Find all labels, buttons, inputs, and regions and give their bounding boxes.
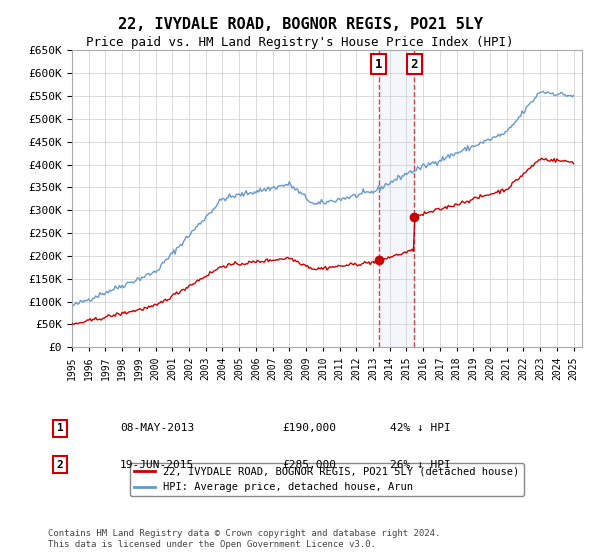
Text: 2: 2 <box>410 58 418 71</box>
Text: 26% ↓ HPI: 26% ↓ HPI <box>390 460 451 470</box>
Text: 1: 1 <box>375 58 383 71</box>
Text: 22, IVYDALE ROAD, BOGNOR REGIS, PO21 5LY: 22, IVYDALE ROAD, BOGNOR REGIS, PO21 5LY <box>118 17 482 32</box>
Text: 1: 1 <box>56 423 64 433</box>
Legend: 22, IVYDALE ROAD, BOGNOR REGIS, PO21 5LY (detached house), HPI: Average price, d: 22, IVYDALE ROAD, BOGNOR REGIS, PO21 5LY… <box>130 463 524 496</box>
Text: 42% ↓ HPI: 42% ↓ HPI <box>390 423 451 433</box>
Text: £285,000: £285,000 <box>282 460 336 470</box>
Bar <box>379 50 414 347</box>
Text: 2: 2 <box>56 460 64 470</box>
Text: £190,000: £190,000 <box>282 423 336 433</box>
Text: Price paid vs. HM Land Registry's House Price Index (HPI): Price paid vs. HM Land Registry's House … <box>86 36 514 49</box>
Text: 19-JUN-2015: 19-JUN-2015 <box>120 460 194 470</box>
Text: Contains HM Land Registry data © Crown copyright and database right 2024.
This d: Contains HM Land Registry data © Crown c… <box>48 529 440 549</box>
Text: 08-MAY-2013: 08-MAY-2013 <box>120 423 194 433</box>
